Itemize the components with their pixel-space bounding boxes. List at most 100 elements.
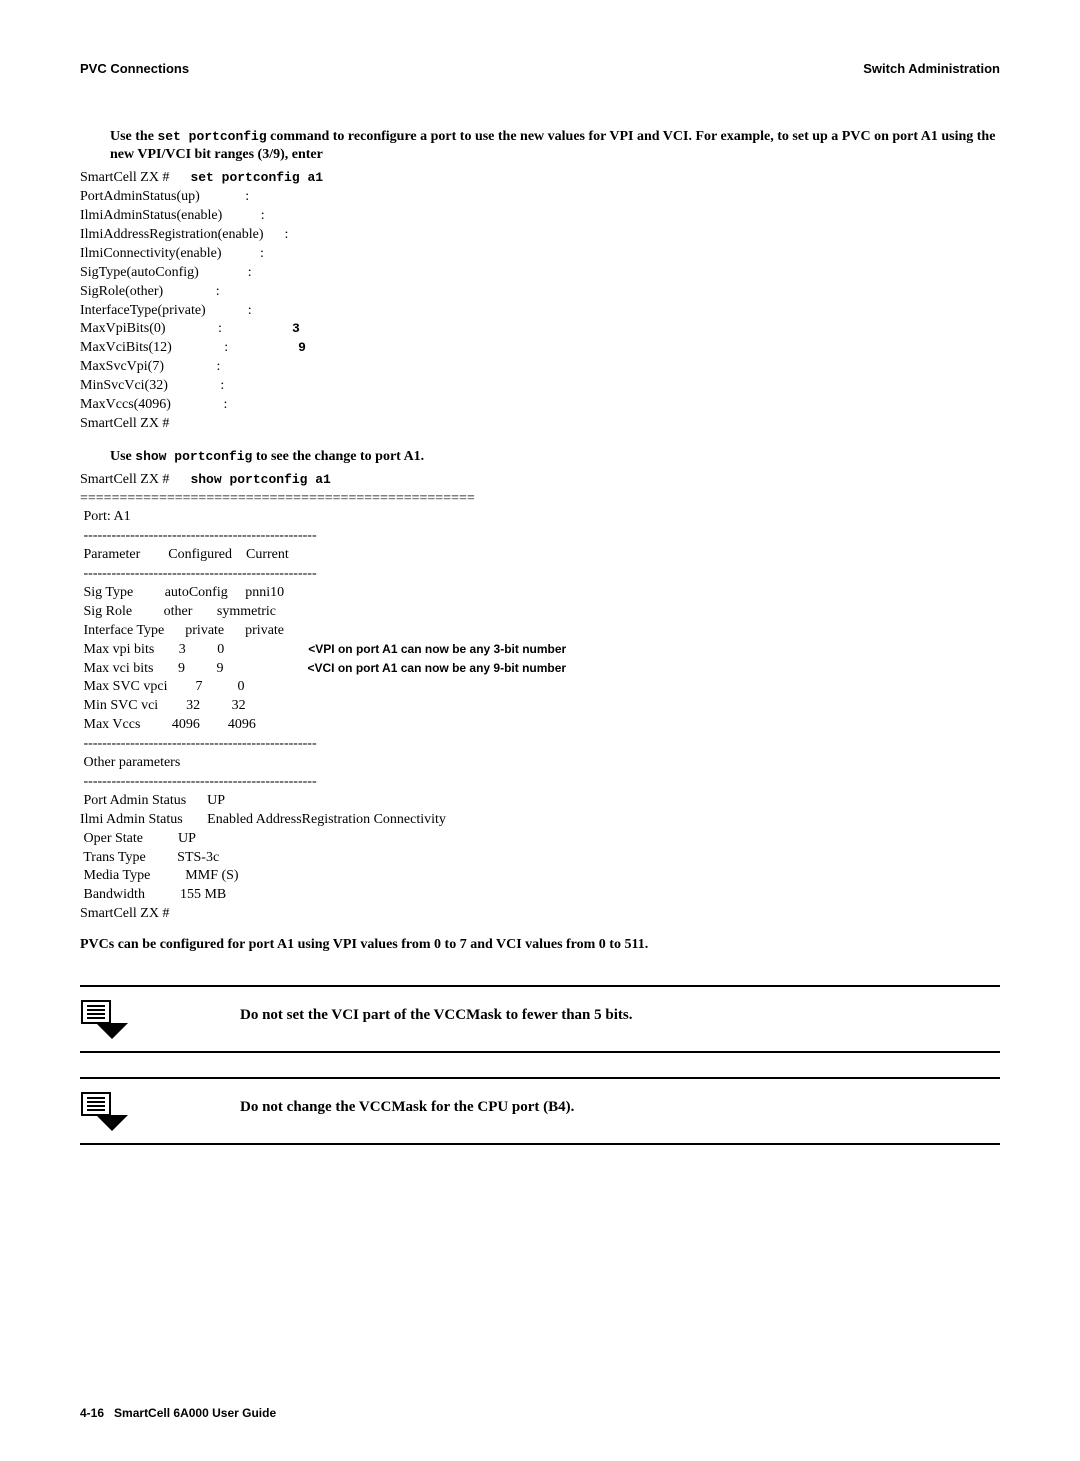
cli-text: SigType(autoConfig) : [80, 265, 252, 280]
cli-output-line: ----------------------------------------… [80, 773, 1000, 792]
cli-text: ----------------------------------------… [80, 774, 317, 789]
cli-output-line: InterfaceType(private) : [80, 302, 1000, 321]
cli-set-block: SmartCell ZX # set portconfig a1 PortAdmi… [80, 169, 1000, 433]
mid-prefix: Use [110, 449, 135, 464]
cli-text: MaxVccs(4096) : [80, 397, 227, 412]
intro-cmd: set portconfig [157, 129, 266, 144]
note-row: Do not change the VCCMask for the CPU po… [80, 1085, 1000, 1143]
cli-output-line: IlmiConnectivity(enable) : [80, 245, 1000, 264]
cli-output-line: Max vci bits 9 9 <VCI on port A1 can now… [80, 660, 1000, 679]
header-right: Switch Administration [863, 60, 1000, 78]
cli-output-line: Ilmi Admin Status Enabled AddressRegistr… [80, 811, 1000, 830]
cli-output-line: Sig Type autoConfig pnni10 [80, 584, 1000, 603]
cli-text: Ilmi Admin Status Enabled AddressRegistr… [80, 812, 446, 827]
header-left: PVC Connections [80, 60, 189, 78]
cli-output-line: IlmiAdminStatus(enable) : [80, 207, 1000, 226]
cli-output-line: Sig Role other symmetric [80, 603, 1000, 622]
note-icon [80, 1091, 130, 1133]
cli-text: Max vpi bits 3 0 [80, 642, 308, 657]
cli-output-line: Max vpi bits 3 0 <VPI on port A1 can now… [80, 641, 1000, 660]
cli-text: Parameter Configured Current [80, 547, 292, 562]
note-box: Do not set the VCI part of the VCCMask t… [80, 985, 1000, 1053]
cli-text: IlmiAddressRegistration(enable) : [80, 227, 288, 242]
intro-paragraph: Use the set portconfig command to reconf… [110, 128, 1000, 166]
cli-text: Oper State UP [80, 831, 196, 846]
cli-text: Sig Type autoConfig pnni10 [80, 585, 288, 600]
cli-output-line: Trans Type STS-3c [80, 849, 1000, 868]
cli-text: ----------------------------------------… [80, 566, 317, 581]
cli-text: IlmiAdminStatus(enable) : [80, 208, 265, 223]
cli-output-line: PortAdminStatus(up) : [80, 188, 1000, 207]
cli-output-line: Media Type MMF (S) [80, 867, 1000, 886]
cli-text: PortAdminStatus(up) : [80, 189, 249, 204]
page-footer: 4-16 SmartCell 6A000 User Guide [80, 1405, 1000, 1421]
cli-output-line: ----------------------------------------… [80, 735, 1000, 754]
cli-text: SigRole(other) : [80, 284, 220, 299]
cli-text: ----------------------------------------… [80, 736, 317, 751]
cli-output-line: Bandwidth 155 MB [80, 886, 1000, 905]
cli-command: set portconfig a1 [190, 170, 323, 185]
cli-output-line: MaxVpiBits(0) : 3 [80, 320, 1000, 339]
cli-text: Sig Role other symmetric [80, 604, 276, 619]
cli-text: IlmiConnectivity(enable) : [80, 246, 264, 261]
cli-text: Interface Type private private [80, 623, 284, 638]
cli-output-line: Other parameters [80, 754, 1000, 773]
note-rule [80, 1077, 1000, 1079]
cli-text: MaxVciBits(12) : [80, 340, 298, 355]
cli-output-line: Max Vccs 4096 4096 [80, 716, 1000, 735]
cli-output-line: Interface Type private private [80, 622, 1000, 641]
cli-prompt: SmartCell ZX # [80, 472, 190, 487]
note-text: Do not change the VCCMask for the CPU po… [170, 1097, 574, 1117]
note-rule [80, 985, 1000, 987]
cli-prompt: SmartCell ZX # [80, 170, 190, 185]
note-rule [80, 1143, 1000, 1145]
cli-command: show portconfig a1 [190, 472, 330, 487]
cli-output-line: SmartCell ZX # [80, 415, 1000, 434]
note-rule [80, 1051, 1000, 1053]
cli-output-line: Max SVC vpci 7 0 [80, 678, 1000, 697]
cli-text: MaxSvcVpi(7) : [80, 359, 220, 374]
cli-output-line: SmartCell ZX # [80, 905, 1000, 924]
cli-prompt-line: SmartCell ZX # show portconfig a1 [80, 471, 1000, 490]
cli-text: MaxVpiBits(0) : [80, 321, 292, 336]
note-text: Do not set the VCI part of the VCCMask t… [170, 1005, 632, 1025]
footer-page: 4-16 [80, 1406, 104, 1420]
cli-annotation: <VPI on port A1 can now be any 3-bit num… [308, 641, 566, 657]
page-header: PVC Connections Switch Administration [80, 60, 1000, 78]
cli-text: Max vci bits 9 9 [80, 661, 308, 676]
cli-annotation: <VCI on port A1 can now be any 9-bit num… [308, 660, 567, 676]
mid-paragraph: Use show portconfig to see the change to… [110, 448, 1000, 467]
intro-prefix: Use the [110, 129, 157, 144]
conclusion: PVCs can be configured for port A1 using… [80, 936, 1000, 955]
cli-output-line: Parameter Configured Current [80, 546, 1000, 565]
cli-text: MinSvcVci(32) : [80, 378, 224, 393]
cli-annotation: 3 [292, 321, 300, 336]
cli-output-line: Oper State UP [80, 830, 1000, 849]
cli-text: InterfaceType(private) : [80, 303, 252, 318]
cli-text: Media Type MMF (S) [80, 868, 239, 883]
cli-output-line: ----------------------------------------… [80, 527, 1000, 546]
cli-output-line: ----------------------------------------… [80, 565, 1000, 584]
cli-text: SmartCell ZX # [80, 906, 169, 921]
cli-text: SmartCell ZX # [80, 416, 169, 431]
cli-output-line: SigRole(other) : [80, 283, 1000, 302]
cli-text: Max Vccs 4096 4096 [80, 717, 256, 732]
cli-text: ----------------------------------------… [80, 528, 317, 543]
notes-section: Do not set the VCI part of the VCCMask t… [80, 985, 1000, 1145]
cli-text: Bandwidth 155 MB [80, 887, 230, 902]
cli-output-line: MaxSvcVpi(7) : [80, 358, 1000, 377]
cli-output-line: MaxVciBits(12) : 9 [80, 339, 1000, 358]
note-row: Do not set the VCI part of the VCCMask t… [80, 993, 1000, 1051]
cli-output-line: MinSvcVci(32) : [80, 377, 1000, 396]
cli-text: Port: A1 [80, 509, 131, 524]
cli-output-line: MaxVccs(4096) : [80, 396, 1000, 415]
mid-rest: to see the change to port A1. [252, 449, 424, 464]
mid-cmd: show portconfig [135, 449, 252, 464]
cli-text: Trans Type STS-3c [80, 850, 219, 865]
note-box: Do not change the VCCMask for the CPU po… [80, 1077, 1000, 1145]
cli-text: Other parameters [80, 755, 180, 770]
cli-output-line: IlmiAddressRegistration(enable) : [80, 226, 1000, 245]
cli-output-line: Port Admin Status UP [80, 792, 1000, 811]
cli-show-block: SmartCell ZX # show portconfig a1=======… [80, 471, 1000, 924]
cli-text: Max SVC vpci 7 0 [80, 679, 252, 694]
